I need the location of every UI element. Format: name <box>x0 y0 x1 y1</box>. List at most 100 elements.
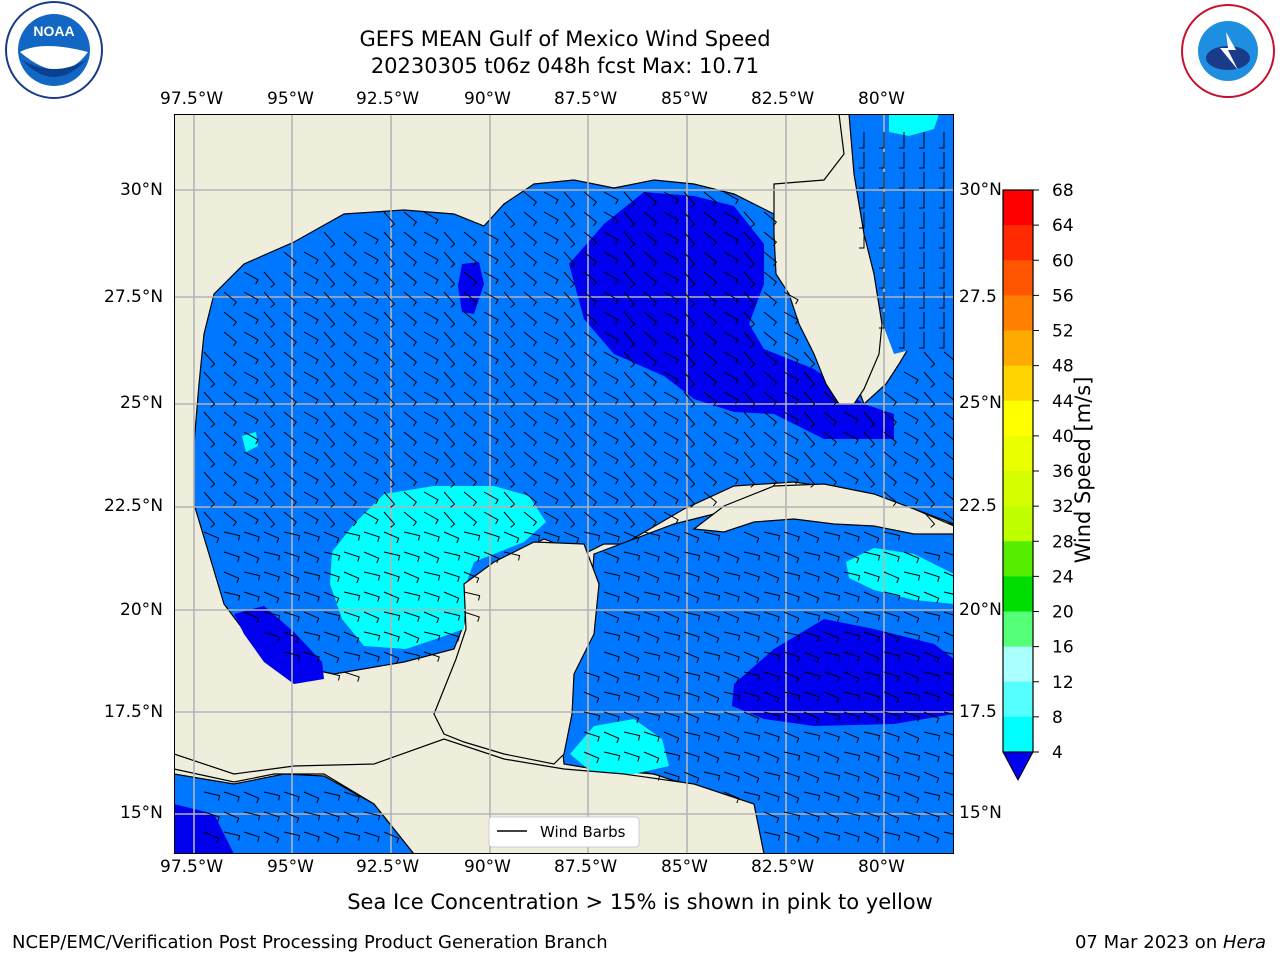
wind-barb <box>783 291 799 305</box>
wind-barb <box>763 671 780 682</box>
wind-barb <box>923 831 940 844</box>
wind-barb <box>403 271 418 287</box>
wind-barb <box>603 551 620 564</box>
wind-barb <box>623 251 636 268</box>
wind-barb <box>883 391 898 407</box>
wind-barb <box>723 591 740 602</box>
wind-barb <box>703 611 720 622</box>
wind-barb <box>283 531 301 541</box>
low-wind-zone-small <box>458 262 484 314</box>
wind-barb <box>783 351 799 365</box>
wind-barb <box>703 331 718 347</box>
wind-barb <box>563 271 576 288</box>
wind-barb <box>383 391 396 408</box>
wind-barb <box>403 391 418 407</box>
wind-barb <box>919 132 925 149</box>
wind-barb <box>923 371 936 388</box>
colorbar-cell <box>1003 646 1033 683</box>
wind-barb <box>703 751 720 764</box>
wind-barb <box>763 231 778 247</box>
wind-barb <box>763 351 778 367</box>
wind-barb <box>603 631 621 641</box>
wind-barb <box>863 791 881 801</box>
colorbar-cell <box>1003 716 1033 753</box>
wind-barb <box>423 491 439 505</box>
wind-barb <box>283 511 298 527</box>
wind-barb <box>683 691 700 702</box>
wind-barb <box>243 791 260 804</box>
wind-barb <box>743 351 756 368</box>
wind-barb <box>583 231 598 247</box>
wind-barb <box>923 791 941 801</box>
wind-barb <box>843 731 860 744</box>
wind-barb <box>403 211 418 227</box>
wind-barb <box>883 451 898 467</box>
wind-barb <box>363 371 379 385</box>
wind-barb <box>683 391 696 408</box>
wind-barb <box>303 331 319 345</box>
wind-barb <box>943 771 954 775</box>
wind-barb <box>663 551 680 564</box>
wind-barb <box>783 451 799 465</box>
wind-barb <box>483 491 499 505</box>
wind-barb <box>683 211 696 228</box>
wind-barb <box>523 491 538 507</box>
wind-barb <box>683 431 696 448</box>
wind-barb <box>623 651 640 664</box>
wind-barb <box>343 651 361 661</box>
wind-barb <box>903 371 919 385</box>
wind-barb <box>283 251 298 267</box>
wind-barb <box>943 471 954 487</box>
wind-barb <box>883 591 901 601</box>
wind-barb <box>523 351 538 367</box>
wind-barb <box>483 431 499 445</box>
wind-barb <box>243 451 259 465</box>
wind-barb <box>223 291 238 307</box>
wind-barb <box>663 491 679 505</box>
wind-barb <box>283 451 298 467</box>
wind-barb <box>383 251 396 268</box>
wind-barb <box>303 311 319 325</box>
wind-barb <box>723 571 741 581</box>
wind-barb <box>603 671 620 684</box>
wind-barb <box>919 152 925 169</box>
wind-barb <box>683 451 696 468</box>
wind-barb <box>903 711 920 722</box>
colorbar-cell <box>1003 365 1033 402</box>
wind-barb <box>603 491 619 505</box>
wind-barb <box>903 831 920 842</box>
wind-barb <box>603 691 621 701</box>
wind-barb <box>903 551 920 564</box>
wind-barb <box>623 311 636 328</box>
wind-barb <box>323 671 341 681</box>
wind-barb <box>823 531 841 541</box>
wind-barb <box>583 471 598 487</box>
wind-barb <box>663 671 680 684</box>
wind-barb <box>723 391 739 405</box>
wind-barb <box>383 611 401 621</box>
wind-barb <box>743 591 760 604</box>
wind-barb <box>763 731 780 742</box>
wind-barb <box>803 431 816 448</box>
wind-barb <box>423 611 440 624</box>
wind-barb <box>283 431 298 447</box>
lon-tick-bottom: 80°W <box>858 857 905 877</box>
wind-barb <box>383 271 396 288</box>
wind-barb <box>883 751 900 764</box>
wind-barb <box>643 731 660 742</box>
wind-barb <box>303 551 320 564</box>
seagull-icon <box>20 46 88 70</box>
wind-barb <box>703 571 720 584</box>
lat-tick-right: 30°N <box>959 180 1002 200</box>
wind-barb <box>783 811 801 821</box>
wind-barb <box>663 651 680 662</box>
wind-barb <box>403 571 420 584</box>
wind-barb <box>743 331 756 348</box>
wind-barb <box>843 651 860 662</box>
wind-barb <box>543 451 559 465</box>
wind-barb <box>343 311 358 327</box>
wind-barb <box>583 251 598 267</box>
wind-barb <box>623 751 640 762</box>
wind-barb <box>723 671 740 684</box>
wind-barb <box>543 211 559 225</box>
